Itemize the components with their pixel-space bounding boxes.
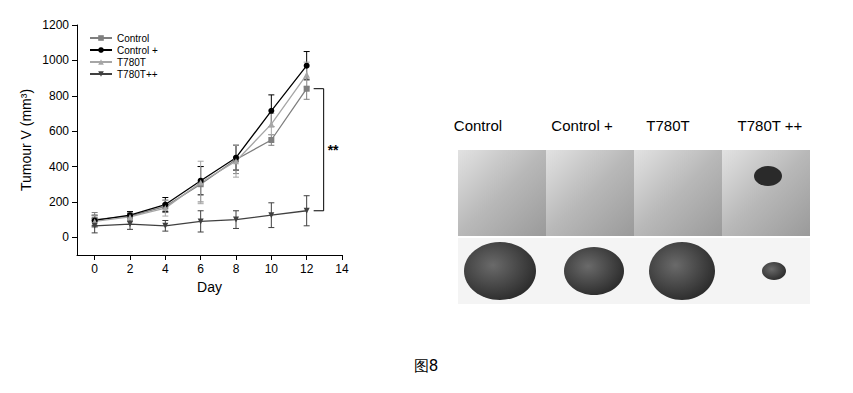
svg-text:800: 800 [49, 89, 69, 103]
svg-text:Control: Control [454, 117, 502, 134]
svg-text:4: 4 [162, 262, 169, 276]
svg-text:10: 10 [265, 262, 279, 276]
svg-text:T780T: T780T [646, 117, 689, 134]
svg-text:Tumour V (mm³): Tumour V (mm³) [18, 89, 34, 191]
svg-text:12: 12 [300, 262, 314, 276]
svg-text:400: 400 [49, 160, 69, 174]
svg-text:Control +: Control + [551, 117, 613, 134]
svg-text:600: 600 [49, 124, 69, 138]
svg-text:Control: Control [117, 33, 149, 44]
svg-text:2: 2 [127, 262, 134, 276]
svg-text:图8: 图8 [414, 357, 439, 375]
svg-text:Day: Day [197, 279, 222, 295]
svg-text:T780T ++: T780T ++ [738, 117, 803, 134]
svg-text:6: 6 [197, 262, 204, 276]
svg-text:200: 200 [49, 195, 69, 209]
svg-text:14: 14 [335, 262, 349, 276]
svg-text:Control +: Control + [117, 45, 158, 56]
svg-text:8: 8 [233, 262, 240, 276]
svg-text:**: ** [328, 142, 339, 158]
svg-text:1200: 1200 [42, 18, 69, 32]
svg-text:1000: 1000 [42, 53, 69, 67]
svg-text:T780T: T780T [117, 57, 146, 68]
svg-text:T780T++: T780T++ [117, 69, 158, 80]
svg-text:0: 0 [62, 230, 69, 244]
svg-text:0: 0 [91, 262, 98, 276]
